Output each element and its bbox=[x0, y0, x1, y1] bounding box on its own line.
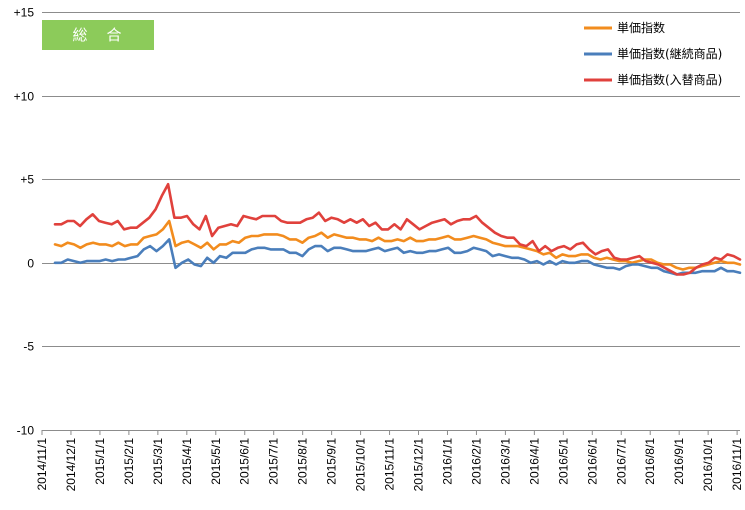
x-tick-label: 2015/11/1 bbox=[383, 438, 397, 491]
series-line-2 bbox=[53, 182, 742, 276]
x-tick-label: 2016/7/1 bbox=[614, 438, 628, 485]
y-tick-label: +15 bbox=[14, 6, 35, 20]
x-tick-label: 2016/1/1 bbox=[440, 438, 454, 485]
x-tick-label: 2016/2/1 bbox=[469, 438, 483, 485]
x-tick-label: 2015/10/1 bbox=[354, 438, 368, 492]
x-tick-label: 2014/12/1 bbox=[64, 438, 78, 492]
series-line-0 bbox=[53, 219, 742, 271]
x-tick-label: 2015/2/1 bbox=[122, 438, 136, 485]
x-tick-label: 2015/12/1 bbox=[412, 438, 426, 492]
x-tick-label: 2016/4/1 bbox=[527, 438, 541, 485]
x-tick-label: 2015/5/1 bbox=[209, 438, 223, 485]
x-tick-label: 2016/8/1 bbox=[643, 438, 657, 485]
x-tick-label: 2014/11/1 bbox=[35, 438, 49, 491]
series-line-1 bbox=[53, 238, 742, 276]
x-tick-label: 2016/11/1 bbox=[730, 438, 744, 491]
x-tick-label: 2015/1/1 bbox=[93, 438, 107, 485]
legend-label-0: 単価指数 bbox=[617, 20, 665, 35]
x-tick-label: 2015/3/1 bbox=[151, 438, 165, 485]
x-tick-label: 2016/3/1 bbox=[498, 438, 512, 485]
x-tick-label: 2016/10/1 bbox=[701, 438, 715, 492]
badge: 総 合 bbox=[42, 20, 154, 50]
y-tick-label: +5 bbox=[20, 173, 34, 187]
badge-label: 総 合 bbox=[72, 26, 123, 44]
x-axis-ticks: 2014/11/1 2014/12/1 2015/1/1 2015/2/1 2015/3… bbox=[35, 430, 744, 491]
x-tick-label: 2016/9/1 bbox=[672, 438, 686, 485]
x-tick-label: 2015/4/1 bbox=[180, 438, 194, 485]
y-axis-ticks: +15 +10 +5 0 -5 -10 bbox=[14, 6, 35, 438]
x-tick-label: 2015/9/1 bbox=[325, 438, 339, 485]
x-tick-label: 2016/5/1 bbox=[556, 438, 570, 485]
y-tick-label: -10 bbox=[17, 424, 35, 438]
legend-label-1: 単価指数(継続商品) bbox=[617, 46, 722, 61]
x-tick-label: 2015/8/1 bbox=[296, 438, 310, 485]
series-lines bbox=[53, 182, 742, 276]
x-tick-label: 2015/6/1 bbox=[238, 438, 252, 485]
x-tick-label: 2015/7/1 bbox=[267, 438, 281, 485]
x-tick-label: 2016/6/1 bbox=[585, 438, 599, 485]
legend-label-2: 単価指数(入替商品) bbox=[617, 72, 722, 87]
y-tick-label: +10 bbox=[14, 90, 35, 104]
y-tick-label: 0 bbox=[27, 257, 34, 271]
badge-background bbox=[42, 20, 154, 50]
y-tick-label: -5 bbox=[23, 340, 34, 354]
